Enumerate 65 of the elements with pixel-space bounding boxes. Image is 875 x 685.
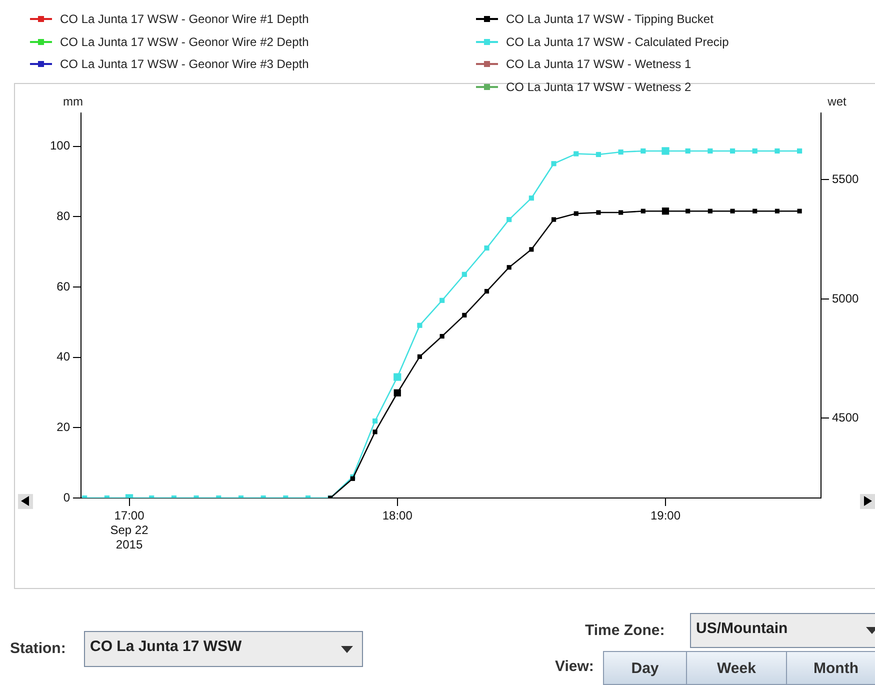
- legend-label: CO La Junta 17 WSW - Tipping Bucket: [506, 12, 714, 26]
- y-tick-label: 100: [50, 138, 70, 153]
- x-tick-label: 19:00: [650, 508, 681, 523]
- text: View:: [555, 658, 594, 675]
- point: [528, 196, 534, 201]
- point: [774, 148, 780, 154]
- legend-label: CO La Junta 17 WSW - Geonor Wire #2 Depth: [60, 34, 309, 49]
- y2-axis-title: wet: [826, 94, 847, 108]
- text: Day: [603, 651, 687, 685]
- point: [708, 148, 713, 154]
- x-tick-label: 18:00: [382, 508, 413, 523]
- point: [685, 148, 690, 154]
- point: [417, 354, 422, 359]
- y-tick-label: 40: [56, 350, 70, 364]
- point: [372, 430, 378, 434]
- point: [484, 245, 490, 251]
- text: US/Mountain: [690, 613, 875, 648]
- legend-label: CO La Junta 17 WSW - Wetness 2: [506, 80, 692, 94]
- point: [440, 298, 445, 303]
- legend-label: CO La Junta 17 WSW - Wetness 1: [506, 57, 692, 72]
- point: [440, 334, 444, 339]
- point: [596, 210, 601, 215]
- point: [774, 208, 780, 214]
- point: [730, 148, 736, 154]
- point: [686, 208, 690, 214]
- point: [640, 148, 646, 154]
- point: [551, 161, 556, 166]
- point: [551, 217, 556, 222]
- point: [797, 148, 802, 154]
- y-tick-label: 20: [56, 420, 70, 434]
- x-tick-label: 17:00 Sep 22 2015: [110, 508, 149, 552]
- point: [574, 211, 578, 216]
- legend-label: CO La Junta 17 WSW - Geonor Wire #1 Depth: [60, 12, 309, 26]
- legend-label: CO La Junta 17 WSW - Calculated Precip: [506, 34, 729, 49]
- point: [484, 288, 490, 294]
- y-tick-label: 0: [63, 490, 70, 504]
- text: Month: [786, 651, 875, 685]
- text: Station:: [10, 640, 66, 657]
- point: [752, 208, 758, 214]
- point: [640, 208, 646, 214]
- point: [506, 216, 512, 222]
- point: [417, 322, 422, 328]
- point: [574, 151, 579, 156]
- text: Time Zone:: [585, 622, 665, 639]
- point: [372, 418, 378, 424]
- y-tick-label: 60: [56, 279, 70, 294]
- legend-label: CO La Junta 17 WSW - Geonor Wire #3 Depth: [60, 57, 309, 72]
- point: [618, 149, 624, 155]
- point: [529, 247, 534, 252]
- point: [506, 265, 512, 270]
- point: [730, 208, 735, 214]
- point: [462, 272, 467, 277]
- point: [752, 148, 758, 154]
- point: [618, 210, 624, 215]
- y2-tick-label: 5000: [832, 291, 860, 306]
- text: CO La Junta 17 WSW: [84, 631, 363, 667]
- y2-tick-label: 4500: [832, 410, 860, 424]
- y2-tick-label: 5500: [832, 172, 860, 186]
- point: [596, 152, 602, 158]
- y-axis-title: mm: [63, 94, 83, 108]
- point: [797, 208, 802, 214]
- point: [708, 208, 712, 214]
- point: [462, 312, 467, 318]
- text: Week: [686, 651, 787, 685]
- y-tick-label: 80: [56, 209, 70, 224]
